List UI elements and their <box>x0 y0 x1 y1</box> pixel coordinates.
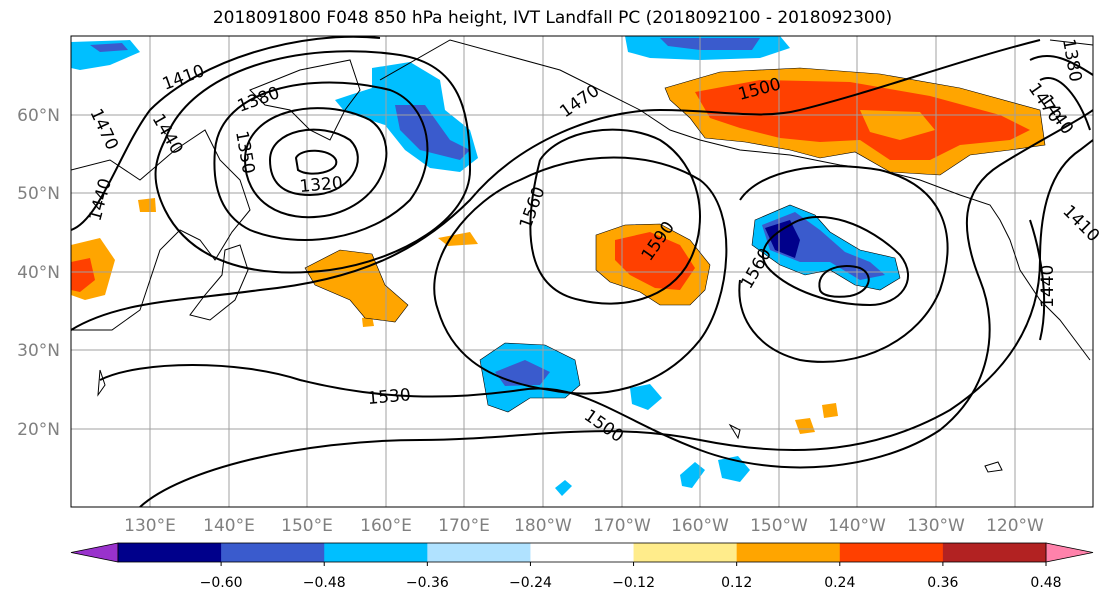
ivt-shading <box>71 36 1045 496</box>
lat-label: 40°N <box>17 263 60 283</box>
lon-label: 160°W <box>671 516 729 536</box>
ivt-positive-area <box>305 250 408 322</box>
colorbar: −0.60 −0.48 −0.36 −0.24 −0.12 0.12 0.24 0.36 0.4… <box>70 542 1094 591</box>
colorbar-cell <box>736 543 841 562</box>
colorbar-cell <box>221 543 325 562</box>
lon-label: 170°E <box>438 516 490 536</box>
colorbar-tick-label: −0.48 <box>303 575 346 591</box>
colorbar-cell <box>633 543 738 562</box>
colorbar-tick-label: 0.36 <box>927 575 958 591</box>
lon-label: 180°W <box>514 516 572 536</box>
colorbar-tick-label: −0.12 <box>612 575 655 591</box>
colorbar-tick-label: −0.60 <box>200 575 243 591</box>
lat-label: 20°N <box>17 420 60 440</box>
latitude-labels: 60°N 50°N 40°N 30°N 20°N <box>17 106 60 440</box>
lat-label: 60°N <box>17 106 60 126</box>
contour-label: 1440 <box>1038 265 1058 308</box>
colorbar-cell <box>530 543 635 562</box>
contour-label: 1320 <box>299 173 344 197</box>
lon-label: 160°E <box>360 516 412 536</box>
longitude-labels: 130°E 140°E 150°E 160°E 170°E 180°W 170°… <box>124 516 1044 536</box>
lon-label: 120°W <box>986 516 1044 536</box>
colorbar-tick-label: −0.36 <box>406 575 449 591</box>
height-contours <box>71 36 1093 507</box>
lat-label: 30°N <box>17 341 60 361</box>
colorbar-tick-label: −0.24 <box>509 575 552 591</box>
colorbar-tick-label: 0.24 <box>824 575 855 591</box>
lon-label: 150°W <box>750 516 808 536</box>
lon-label: 150°E <box>281 516 333 536</box>
colorbar-extend-low <box>70 542 119 563</box>
ivt-outline <box>304 67 1046 413</box>
map-frame <box>70 35 1094 508</box>
lon-label: 170°W <box>593 516 651 536</box>
colorbar-tick-label: 0.12 <box>721 575 752 591</box>
lat-label: 50°N <box>17 184 60 204</box>
colorbar-tick-label: 0.48 <box>1030 575 1061 591</box>
map-title: 2018091800 F048 850 hPa height, IVT Land… <box>212 8 893 28</box>
colorbar-cell <box>324 543 428 562</box>
colorbar-cell <box>118 543 222 562</box>
graticule <box>71 36 1093 507</box>
lon-label: 130°W <box>907 516 965 536</box>
lon-label: 140°W <box>828 516 886 536</box>
colorbar-cell <box>427 543 531 562</box>
lon-label: 130°E <box>124 516 176 536</box>
colorbar-cell <box>839 543 944 562</box>
colorbar-frame <box>117 542 1047 563</box>
lon-label: 140°E <box>203 516 255 536</box>
colorbar-cell <box>942 543 1047 562</box>
colorbar-extend-high <box>1045 542 1094 563</box>
contour-label: 1530 <box>367 385 412 409</box>
